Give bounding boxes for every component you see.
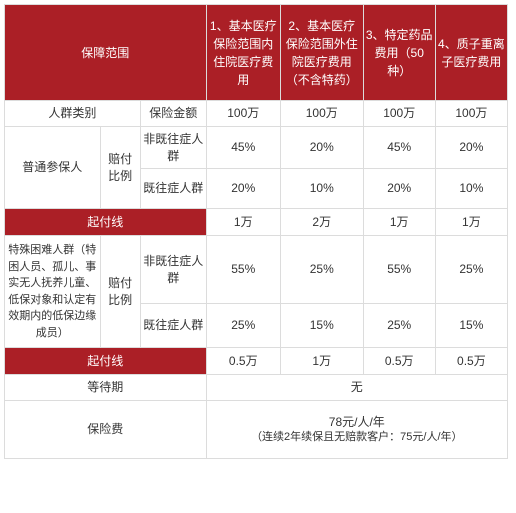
g1d-v4: 1万 <box>435 209 507 236</box>
g1s1-v3: 45% <box>363 126 435 169</box>
g1s1-v1: 45% <box>206 126 280 169</box>
group2-ratio-label: 赔付比例 <box>100 236 140 348</box>
g1d-v1: 1万 <box>206 209 280 236</box>
amount-val-4: 100万 <box>435 101 507 127</box>
g2d-v4: 0.5万 <box>435 348 507 375</box>
waiting-label: 等待期 <box>5 375 207 401</box>
coverage-table: 保障范围 1、基本医疗保险范围内住院医疗费用 2、基本医疗保险范围外住院医疗费用… <box>4 4 508 459</box>
g1s2-v4: 10% <box>435 169 507 209</box>
group1-sub2-label: 既往症人群 <box>140 169 206 209</box>
g2s2-v1: 25% <box>206 304 280 348</box>
group2-deductible-label: 起付线 <box>5 348 207 375</box>
g1s2-v2: 10% <box>280 169 363 209</box>
g2d-v3: 0.5万 <box>363 348 435 375</box>
group1-sub1-label: 非既往症人群 <box>140 126 206 169</box>
header-col-1: 1、基本医疗保险范围内住院医疗费用 <box>206 5 280 101</box>
g1s2-v1: 20% <box>206 169 280 209</box>
premium-main: 78元/人/年 <box>209 414 505 431</box>
g2s1-v2: 25% <box>280 236 363 304</box>
g2s1-v4: 25% <box>435 236 507 304</box>
g1d-v2: 2万 <box>280 209 363 236</box>
g1s1-v4: 20% <box>435 126 507 169</box>
g2s1-v1: 55% <box>206 236 280 304</box>
g1s1-v2: 20% <box>280 126 363 169</box>
g2s1-v3: 55% <box>363 236 435 304</box>
header-col-3: 3、特定药品费用（50种） <box>363 5 435 101</box>
group1-title: 普通参保人 <box>5 126 101 209</box>
g2d-v2: 1万 <box>280 348 363 375</box>
premium-value: 78元/人/年 （连续2年续保且无赔款客户：75元/人/年） <box>206 401 507 459</box>
group2-sub2-label: 既往症人群 <box>140 304 206 348</box>
amount-val-1: 100万 <box>206 101 280 127</box>
g2d-v1: 0.5万 <box>206 348 280 375</box>
header-col-4: 4、质子重离子医疗费用 <box>435 5 507 101</box>
g1d-v3: 1万 <box>363 209 435 236</box>
group1-deductible-label: 起付线 <box>5 209 207 236</box>
g2s2-v4: 15% <box>435 304 507 348</box>
group2-title: 特殊困难人群（特困人员、孤儿、事实无人抚养儿童、低保对象和认定有效期内的低保边缘… <box>5 236 101 348</box>
premium-sub: （连续2年续保且无赔款客户：75元/人/年） <box>209 430 505 445</box>
premium-label: 保险费 <box>5 401 207 459</box>
g1s2-v3: 20% <box>363 169 435 209</box>
amount-val-3: 100万 <box>363 101 435 127</box>
g2s2-v2: 15% <box>280 304 363 348</box>
g2s2-v3: 25% <box>363 304 435 348</box>
category-label: 人群类别 <box>5 101 141 127</box>
group2-sub1-label: 非既往症人群 <box>140 236 206 304</box>
header-scope: 保障范围 <box>5 5 207 101</box>
header-col-2: 2、基本医疗保险范围外住院医疗费用（不含特药） <box>280 5 363 101</box>
waiting-value: 无 <box>206 375 507 401</box>
group1-ratio-label: 赔付比例 <box>100 126 140 209</box>
amount-val-2: 100万 <box>280 101 363 127</box>
amount-label: 保险金额 <box>140 101 206 127</box>
